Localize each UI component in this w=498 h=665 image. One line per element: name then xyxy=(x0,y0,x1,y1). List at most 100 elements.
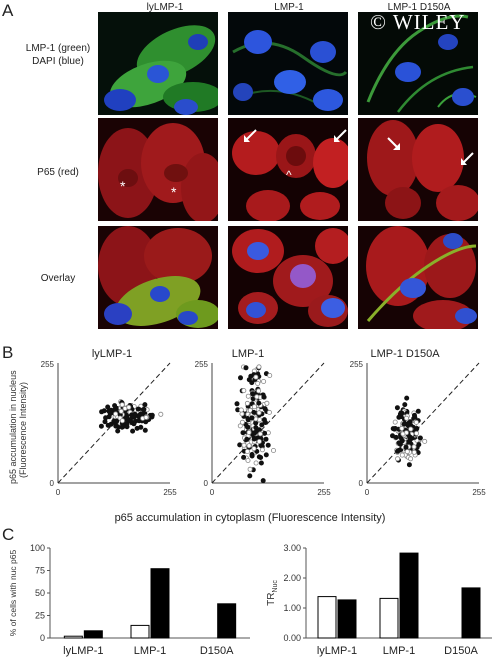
micrograph-d150a-overlay xyxy=(358,226,478,329)
scatter-point xyxy=(141,406,147,412)
bar-chart-percent: 0 25 50 75 100 % of cells with nuc p65 lyLMP-1… xyxy=(8,543,250,657)
scatter-point xyxy=(392,426,398,432)
scatter-point xyxy=(408,426,414,432)
scatter-point xyxy=(112,403,118,409)
scatter-point xyxy=(413,419,419,425)
bar-chart-tr-nuc: 0.00 1.00 2.00 3.00 TRNuc lyLMP-1 LMP-1 D150A xyxy=(266,543,492,657)
micrograph-lmp1-overlay xyxy=(228,226,348,329)
micrograph-lmp1-stain xyxy=(228,12,348,115)
bar-ytick-label: 0 xyxy=(40,633,45,643)
scatter-point xyxy=(399,425,405,431)
scatter-point xyxy=(249,453,255,459)
scatter-point xyxy=(261,417,267,423)
scatter-point xyxy=(237,375,243,381)
scatter-point xyxy=(256,364,262,370)
scatter-point xyxy=(256,427,262,433)
scatter-point xyxy=(102,419,108,425)
scatter-point xyxy=(113,411,119,417)
scatter-point xyxy=(402,402,408,408)
scatter-point xyxy=(237,423,243,429)
bar-category-label: LMP-1 xyxy=(383,645,415,657)
scatter-point xyxy=(267,372,273,378)
scatter-point xyxy=(237,442,243,448)
bar xyxy=(63,635,83,639)
scatter-point xyxy=(249,415,255,421)
scatter-plot-d150a: 255 00 255 xyxy=(350,360,487,497)
scatter-ylabel-line1: p65 accumulation in nucleus xyxy=(8,370,18,484)
scatter-ylabel: p65 accumulation in nucleus (Fluorescenc… xyxy=(6,360,30,488)
scatter-point xyxy=(119,418,125,424)
scatter-point xyxy=(408,435,414,441)
scatter-point xyxy=(415,408,421,414)
scatter-point xyxy=(251,404,257,410)
scatter-point xyxy=(105,404,111,410)
scatter-point xyxy=(411,444,417,450)
micrograph-asterisk-1: * xyxy=(120,178,126,194)
scatter-point xyxy=(259,447,265,453)
scatter-point xyxy=(243,365,249,371)
scatter-point xyxy=(245,393,251,399)
bar-ylabel-subscript: Nuc xyxy=(272,580,279,593)
bar-category-label: LMP-1 xyxy=(134,645,166,657)
wiley-watermark: © WILEY xyxy=(370,10,466,34)
scatter-point xyxy=(113,423,119,429)
scatter-point xyxy=(257,431,263,437)
scatter-point xyxy=(411,449,417,455)
scatter-point xyxy=(108,421,114,427)
scatter-ytick-min: 0 xyxy=(50,479,55,488)
scatter-point xyxy=(261,378,267,384)
scatter-plot-lmp1: 255 00 255 xyxy=(195,360,332,497)
scatter-point xyxy=(239,411,245,417)
scatter-point xyxy=(241,454,247,460)
micrograph-caret: ^ xyxy=(286,168,292,182)
scatter-title-d150a: LMP-1 D150A xyxy=(370,348,440,360)
bar xyxy=(379,597,399,639)
micrograph-lylmp1-p65: * * xyxy=(98,118,218,221)
scatter-point xyxy=(244,400,250,406)
panel-label-b: B xyxy=(2,343,14,362)
scatter-point xyxy=(256,400,262,406)
scatter-point xyxy=(143,414,149,420)
panel-label-c: C xyxy=(2,525,15,544)
bar-ytick-label: 100 xyxy=(30,543,45,553)
scatter-point xyxy=(246,430,252,436)
scatter-point xyxy=(234,401,240,407)
scatter-point xyxy=(111,418,117,424)
scatter-point xyxy=(403,415,409,421)
scatter-point xyxy=(393,434,399,440)
scatter-point xyxy=(126,404,132,410)
bar-category-label: D150A xyxy=(444,645,478,657)
micrograph-d150a-stain xyxy=(358,12,478,115)
scatter-point xyxy=(399,452,405,458)
scatter-point xyxy=(403,444,409,450)
column-header-lmp1-d150a: LMP-1 D150A xyxy=(387,2,451,13)
scatter-point xyxy=(247,473,253,479)
scatter-point xyxy=(238,407,244,413)
scatter-point xyxy=(395,456,401,462)
scatter-point xyxy=(406,462,412,468)
scatter-point xyxy=(417,435,423,441)
scatter-point xyxy=(404,449,410,455)
scatter-point xyxy=(413,430,419,436)
scatter-point xyxy=(246,377,252,383)
scatter-point xyxy=(142,402,148,408)
bar-ytick-label: 2.00 xyxy=(283,573,301,583)
row-label-p65: P65 (red) xyxy=(37,167,79,178)
bar-ytick-label: 1.00 xyxy=(283,603,301,613)
scatter-point xyxy=(256,439,262,445)
row-label-overlay: Overlay xyxy=(40,273,76,284)
scatter-point xyxy=(253,374,259,380)
scatter-point xyxy=(118,408,124,414)
scatter-point xyxy=(256,410,262,416)
micrograph-d150a-p65 xyxy=(358,118,478,221)
scatter-point xyxy=(270,448,276,454)
scatter-point xyxy=(251,446,257,452)
scatter-point xyxy=(401,421,407,427)
bar xyxy=(150,568,170,639)
scatter-point xyxy=(256,388,262,394)
scatter-point xyxy=(245,424,251,430)
bar-ytick-label: 0.00 xyxy=(283,633,301,643)
micrograph-asterisk-2: * xyxy=(171,184,177,200)
scatter-point xyxy=(245,458,251,464)
